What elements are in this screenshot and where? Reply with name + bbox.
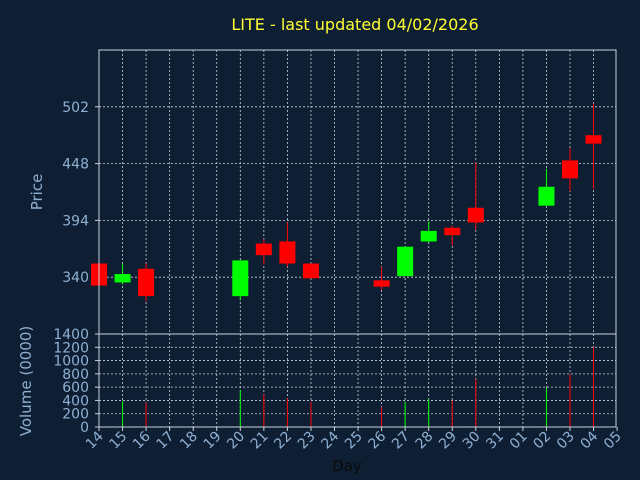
price-tick-label: 448 — [62, 157, 89, 173]
x-tick-label: 05 — [601, 429, 625, 453]
x-tick-label: 26 — [366, 428, 390, 452]
x-tick-label: 21 — [248, 429, 272, 453]
price-tick-label: 394 — [62, 213, 89, 229]
x-tick-label: 01 — [507, 429, 531, 453]
x-tick-label: 15 — [106, 429, 130, 453]
volume-frame — [98, 333, 617, 428]
candle-body — [373, 280, 390, 287]
candle-body — [585, 135, 602, 144]
x-tick-label: 31 — [483, 429, 507, 453]
x-tick-label: 24 — [318, 428, 342, 452]
volume-grid — [99, 334, 616, 427]
candle — [562, 147, 578, 191]
x-tick-label: 03 — [554, 429, 578, 453]
candle — [232, 260, 249, 301]
candle-body — [255, 243, 272, 256]
candle — [302, 263, 319, 279]
volume-tick-label: 1200 — [53, 340, 89, 356]
price-y-ticks: 340 394 448 502 — [62, 100, 99, 286]
candle — [373, 266, 390, 290]
candle — [538, 168, 555, 206]
x-tick-label: 29 — [436, 429, 460, 453]
volume-tick-label: 200 — [62, 407, 89, 423]
price-tick-label: 340 — [62, 270, 89, 286]
x-tick-label: 27 — [389, 429, 413, 453]
x-axis-label: Day — [332, 457, 362, 475]
candle-body — [538, 186, 555, 206]
volume-tick-label: 400 — [62, 393, 89, 409]
x-tick-label: 25 — [342, 429, 366, 453]
candle-body — [302, 263, 319, 279]
price-axis-label: Price — [28, 174, 46, 211]
candle — [444, 225, 461, 246]
candles — [91, 103, 602, 302]
volume-tick-label: 600 — [62, 380, 89, 396]
x-tick-label: 22 — [271, 429, 295, 453]
candle — [255, 239, 272, 265]
candle-body — [114, 274, 131, 283]
x-tick-label: 20 — [224, 429, 248, 453]
volume-axis-label: Volume (0000) — [17, 326, 35, 436]
x-tick-label: 30 — [460, 429, 484, 453]
candle-body — [138, 268, 155, 297]
candle-body — [562, 160, 578, 179]
x-tick-label: 23 — [295, 429, 319, 453]
candle-body — [467, 207, 484, 223]
candle — [114, 263, 131, 285]
x-tick-label: 02 — [530, 429, 554, 453]
candle — [138, 263, 155, 302]
x-tick-label: 17 — [154, 429, 178, 453]
candle — [279, 222, 296, 267]
candle — [420, 221, 437, 243]
candle-body — [397, 246, 414, 277]
candle — [585, 103, 602, 189]
x-tick-label: 18 — [177, 429, 201, 453]
volume-tick-label: 1400 — [53, 327, 89, 343]
candle-body — [444, 227, 461, 236]
x-ticks: 14 15 16 17 18 19 20 21 22 23 24 25 26 27 28 29 30 31 01 02… — [83, 427, 625, 452]
chart-title: LITE - last updated 04/02/2026 — [231, 15, 478, 34]
x-tick-label: 19 — [201, 429, 225, 453]
candle — [397, 246, 414, 277]
volume-tick-label: 0 — [80, 420, 89, 436]
volume-tick-label: 1000 — [53, 354, 89, 370]
candle-body — [279, 241, 296, 264]
candle-body — [232, 260, 249, 297]
candle — [467, 162, 484, 230]
volume-tick-label: 800 — [62, 367, 89, 383]
x-tick-label: 16 — [130, 428, 154, 452]
x-tick-label: 28 — [413, 429, 437, 453]
candle-body — [420, 230, 437, 242]
volume-bars — [122, 347, 595, 427]
price-tick-label: 502 — [62, 100, 89, 116]
x-tick-label: 04 — [577, 428, 601, 452]
